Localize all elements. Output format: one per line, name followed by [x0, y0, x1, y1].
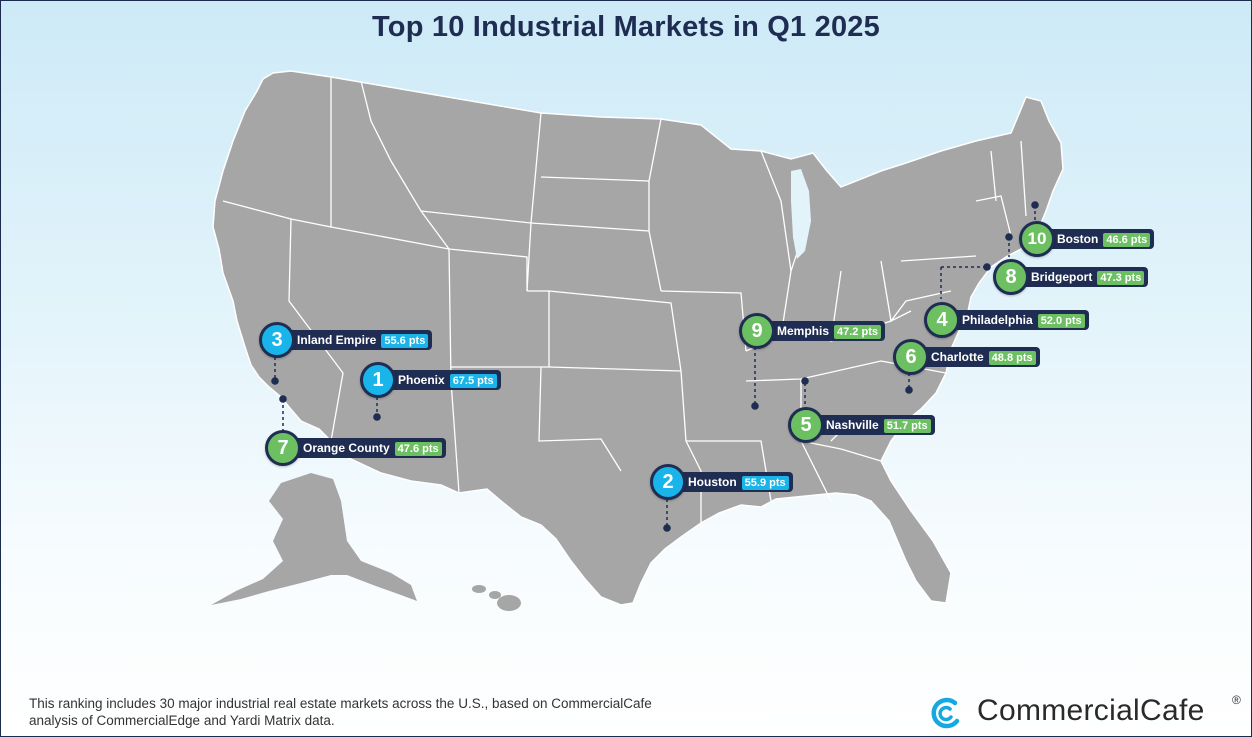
market-score: 47.3 pts	[1097, 271, 1145, 285]
market-label: Orange County 47.6 pts	[291, 438, 446, 458]
contiguous-us-shape	[212, 70, 1064, 606]
market-label: Boston 46.6 pts	[1045, 229, 1155, 249]
market-name: Boston	[1057, 232, 1099, 246]
rank-badge: 6	[893, 339, 929, 375]
market-name: Houston	[688, 475, 737, 489]
rank-badge: 3	[259, 322, 295, 358]
market-label: Inland Empire 55.6 pts	[285, 330, 433, 350]
commercialcafe-logo: CommercialCafe ®	[927, 693, 1249, 733]
market-label: Philadelphia 52.0 pts	[950, 310, 1089, 330]
rank-badge: 1	[360, 362, 396, 398]
rank-badge: 10	[1019, 221, 1055, 257]
rank-badge: 4	[924, 302, 960, 338]
market-label: Bridgeport 47.3 pts	[1019, 267, 1149, 287]
market-score: 55.6 pts	[381, 334, 429, 348]
rank-badge: 8	[993, 259, 1029, 295]
market-name: Nashville	[826, 418, 879, 432]
registered-mark: ®	[1232, 693, 1241, 707]
market-name: Philadelphia	[962, 313, 1033, 327]
footnote: This ranking includes 30 major industria…	[29, 696, 652, 728]
rank-badge: 2	[650, 464, 686, 500]
market-score: 51.7 pts	[883, 419, 931, 433]
market-score: 47.6 pts	[394, 442, 442, 456]
market-name: Bridgeport	[1031, 270, 1093, 284]
page-title: Top 10 Industrial Markets in Q1 2025	[372, 11, 880, 43]
location-dots	[271, 201, 1039, 532]
logo-wordmark: CommercialCafe	[977, 694, 1205, 727]
hawaii-shape	[472, 585, 521, 611]
market-score: 47.2 pts	[834, 325, 881, 339]
market-score: 52.0 pts	[1037, 314, 1085, 328]
rank-badge: 7	[265, 430, 301, 466]
market-score: 48.8 pts	[988, 351, 1036, 365]
lake-michigan	[791, 169, 811, 259]
market-score: 67.5 pts	[449, 374, 497, 388]
market-name: Orange County	[303, 441, 390, 455]
market-label: Nashville 51.7 pts	[814, 415, 935, 435]
market-name: Charlotte	[931, 350, 984, 364]
market-name: Phoenix	[398, 373, 445, 387]
rank-badge: 5	[788, 407, 824, 443]
market-score: 55.9 pts	[741, 476, 789, 490]
rank-badge: 9	[739, 313, 775, 349]
market-label: Memphis 47.2 pts	[765, 321, 885, 341]
market-label: Charlotte 48.8 pts	[919, 347, 1040, 367]
market-label: Houston 55.9 pts	[676, 472, 793, 492]
market-label: Phoenix 67.5 pts	[386, 370, 501, 390]
market-name: Memphis	[777, 324, 830, 338]
commercialcafe-logo-icon	[931, 697, 960, 729]
market-name: Inland Empire	[297, 333, 377, 347]
market-score: 46.6 pts	[1103, 233, 1151, 247]
alaska-shape	[211, 473, 417, 605]
